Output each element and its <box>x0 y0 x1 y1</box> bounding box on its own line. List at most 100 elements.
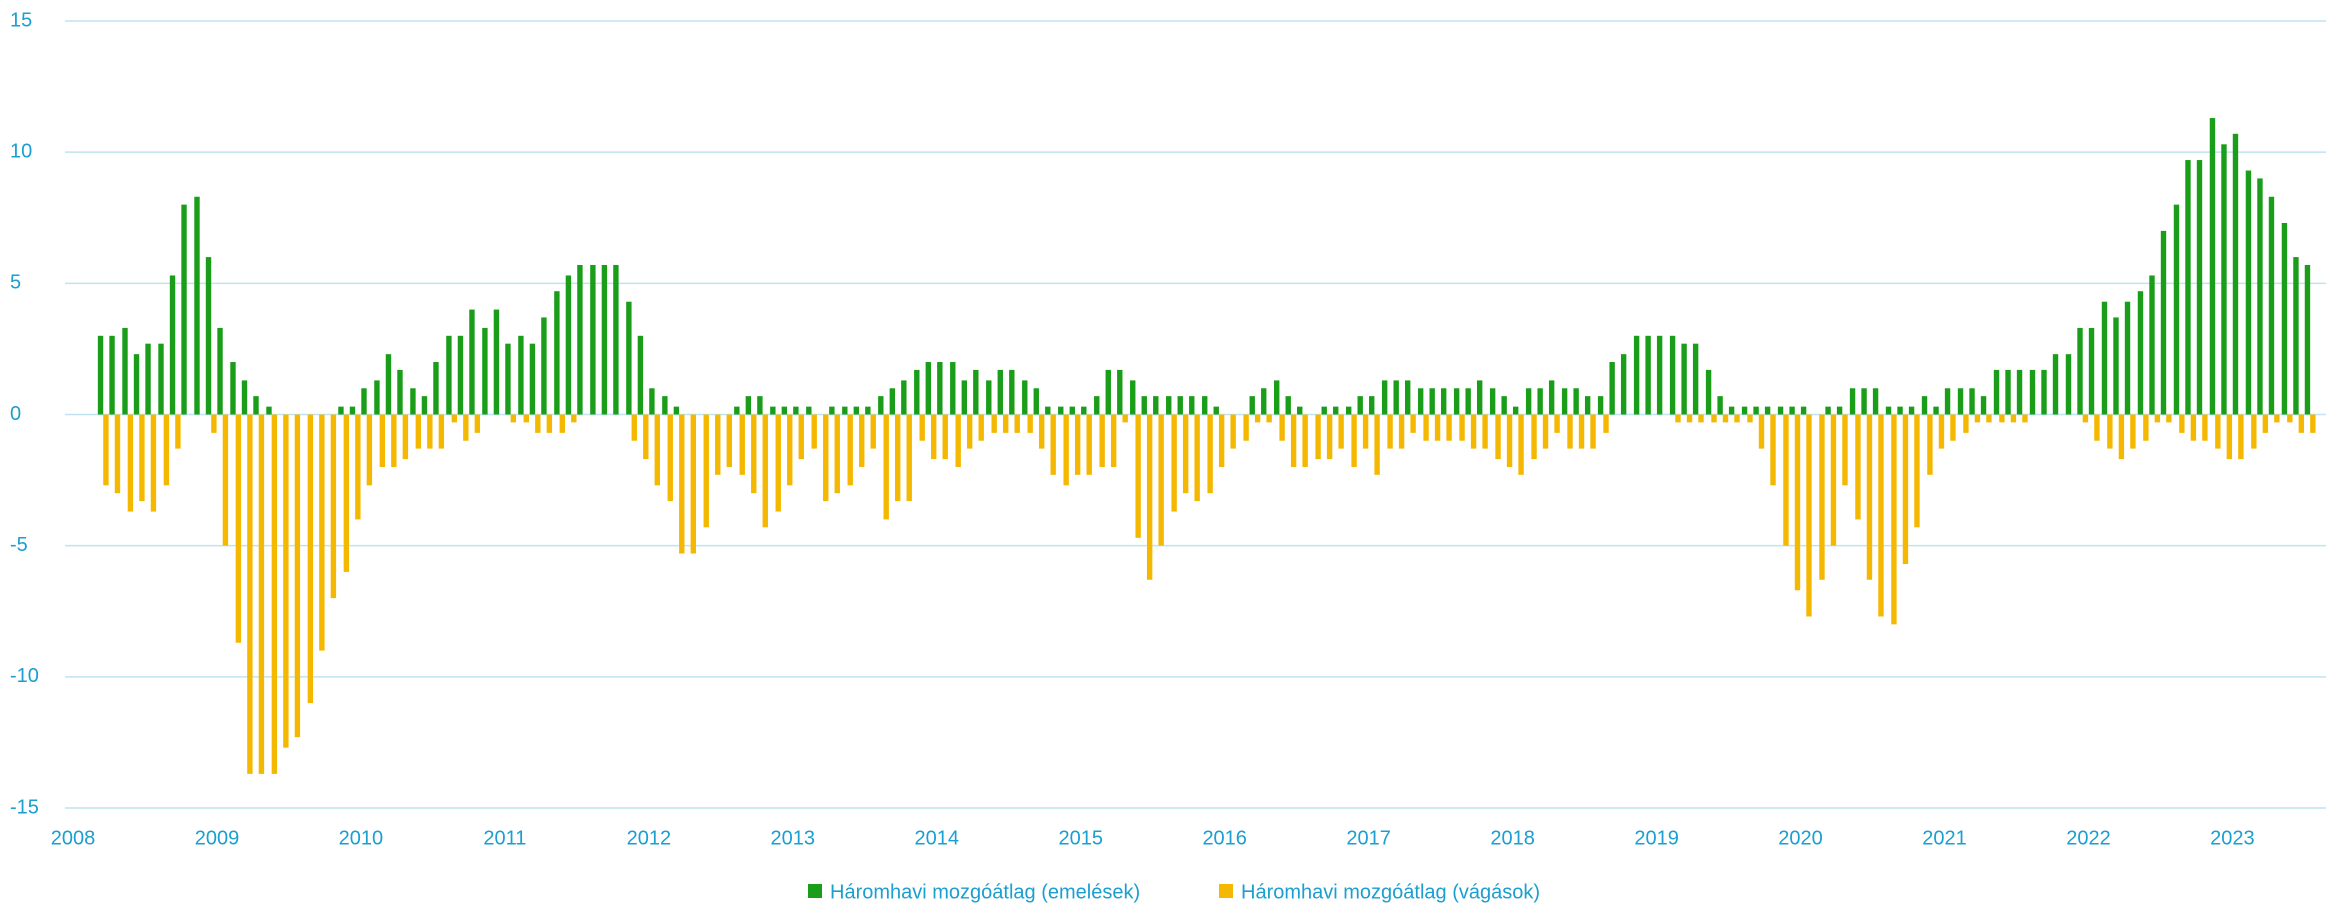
bar <box>1063 414 1069 486</box>
bar <box>1764 406 1771 415</box>
bar <box>1429 388 1435 415</box>
bar <box>1878 414 1884 617</box>
bar <box>247 414 253 774</box>
bar <box>1266 414 1272 423</box>
bar <box>1554 414 1560 433</box>
bar <box>1453 388 1460 415</box>
bar <box>529 343 536 415</box>
bar <box>1567 414 1573 449</box>
bar <box>1842 414 1848 486</box>
bar <box>842 406 848 415</box>
bar <box>2304 264 2311 415</box>
bar <box>258 414 265 774</box>
bar <box>427 414 433 449</box>
bar <box>1597 396 1604 415</box>
bar <box>1194 414 1200 502</box>
bar <box>1669 335 1676 415</box>
bar <box>878 396 884 415</box>
x-tick-label: 2016 <box>1202 827 1247 849</box>
bar <box>349 406 356 415</box>
bar <box>770 406 776 415</box>
bar <box>775 414 781 512</box>
bar <box>986 380 992 415</box>
bar <box>1177 396 1183 415</box>
bar <box>1338 414 1344 449</box>
bar <box>1171 414 1177 512</box>
bar <box>1902 414 1909 565</box>
bar <box>1423 414 1429 441</box>
bar <box>2202 414 2208 441</box>
bar <box>601 264 608 415</box>
bar <box>1741 406 1748 415</box>
bar <box>1830 414 1837 546</box>
bar <box>1747 414 1753 423</box>
bar <box>1777 406 1784 415</box>
bar <box>109 335 115 415</box>
x-tick-label: 2008 <box>51 827 96 849</box>
bar <box>205 257 212 415</box>
bar <box>2137 291 2144 415</box>
bar <box>493 309 500 415</box>
bar <box>1855 414 1861 520</box>
y-tick-label: 10 <box>10 140 32 162</box>
bar <box>1866 414 1873 580</box>
bar <box>631 414 637 441</box>
bar <box>715 414 721 475</box>
bar <box>355 414 361 520</box>
bar <box>703 414 709 528</box>
x-tick-label: 2020 <box>1778 827 1823 849</box>
bar <box>1872 388 1879 415</box>
bar <box>1374 414 1380 475</box>
bar <box>1351 414 1357 467</box>
bar <box>637 335 644 415</box>
bar <box>1495 414 1501 460</box>
x-tick-label: 2011 <box>483 827 526 849</box>
bar <box>870 414 876 449</box>
bar <box>649 388 655 415</box>
x-tick-label: 2021 <box>1922 827 1967 849</box>
bar <box>834 414 840 494</box>
bar <box>1885 406 1892 415</box>
bar <box>2016 369 2023 415</box>
bar <box>510 414 517 423</box>
bar <box>2029 369 2036 415</box>
bar <box>978 414 984 441</box>
bar <box>361 388 367 415</box>
bar <box>307 414 314 704</box>
bar <box>1182 414 1189 494</box>
bar <box>1722 414 1729 423</box>
bar <box>1525 388 1532 415</box>
bar <box>901 380 907 415</box>
bar <box>1410 414 1416 433</box>
bar <box>2107 414 2113 449</box>
y-tick-label: 15 <box>10 9 32 31</box>
x-tick-label: 2023 <box>2210 827 2255 849</box>
bar <box>283 414 289 748</box>
bar <box>2113 317 2119 415</box>
y-tick-label: 0 <box>10 403 21 425</box>
bar <box>1243 414 1249 441</box>
bar <box>865 406 871 415</box>
bar <box>1345 406 1352 415</box>
bar <box>1506 414 1513 467</box>
bar <box>2124 301 2131 415</box>
bar <box>1561 388 1568 415</box>
bar <box>937 362 943 415</box>
bar <box>853 406 860 415</box>
bar <box>1518 414 1524 475</box>
bar <box>590 264 596 415</box>
bar <box>1950 414 1956 441</box>
bar <box>1819 414 1825 580</box>
bar <box>402 414 409 460</box>
bar <box>2143 414 2149 441</box>
bar <box>343 414 350 572</box>
bar <box>1921 396 1928 415</box>
bar <box>1249 396 1255 415</box>
bar <box>2065 354 2072 415</box>
bar <box>1440 388 1447 415</box>
bar <box>222 414 229 546</box>
bar <box>883 414 889 520</box>
bar <box>235 414 242 643</box>
bar <box>1058 406 1064 415</box>
